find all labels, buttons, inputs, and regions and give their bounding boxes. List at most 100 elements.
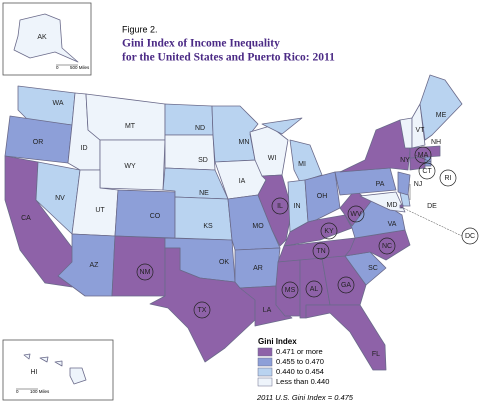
state xyxy=(39,356,49,363)
state-label: ME xyxy=(436,112,447,119)
state-label: DE xyxy=(427,203,437,210)
significance-circle xyxy=(337,276,355,294)
state-label: NE xyxy=(199,190,209,197)
state-label: TX xyxy=(198,307,207,314)
state-label: WI xyxy=(268,155,277,162)
legend-label: 0.455 to 0.470 xyxy=(276,357,324,366)
state-label: CO xyxy=(150,213,161,220)
figure-label: Figure 2. xyxy=(122,24,158,34)
state-label: CA xyxy=(21,215,31,222)
state-label: AR xyxy=(253,265,263,272)
leader-line xyxy=(400,206,463,237)
significance-circle xyxy=(136,263,154,281)
state-label: SD xyxy=(198,157,208,164)
state-label: MN xyxy=(239,139,250,146)
state xyxy=(339,119,411,173)
state xyxy=(164,103,214,136)
state-label: MO xyxy=(252,223,264,230)
state-label: NM xyxy=(140,269,151,276)
state xyxy=(397,171,411,196)
state-label: UT xyxy=(95,207,105,214)
state-label: OR xyxy=(33,139,44,146)
state-label: AL xyxy=(310,286,319,293)
state-label: IA xyxy=(239,178,246,185)
leader-line xyxy=(414,154,432,163)
significance-circle xyxy=(378,237,396,255)
state-label: CT xyxy=(422,168,432,175)
legend-label: 0.440 to 0.454 xyxy=(276,367,324,376)
state-label: DC xyxy=(465,233,475,240)
state-label: ID xyxy=(81,145,88,152)
significance-circle xyxy=(312,242,330,260)
state-label: IN xyxy=(294,203,301,210)
state-label: IL xyxy=(277,203,283,210)
state-label: FL xyxy=(372,351,380,358)
state-label: PA xyxy=(376,181,385,188)
state-label: NH xyxy=(431,139,441,146)
scale-label: 0 xyxy=(56,65,59,70)
legend-swatch xyxy=(257,357,273,367)
state-label: LA xyxy=(263,307,272,314)
scale-label: 100 Miles xyxy=(30,389,50,394)
state xyxy=(411,103,426,149)
legend-title: Gini Index xyxy=(258,337,297,346)
inset-frame xyxy=(2,339,114,401)
state-label: MT xyxy=(125,123,136,130)
legend-swatch xyxy=(257,377,273,387)
state-label: NV xyxy=(55,195,65,202)
significance-circle xyxy=(193,301,211,319)
significance-circle xyxy=(281,281,299,299)
state-label: MS xyxy=(285,287,296,294)
legend-swatch xyxy=(257,367,273,377)
state xyxy=(149,247,256,363)
state xyxy=(289,139,323,183)
state xyxy=(257,174,293,247)
state xyxy=(304,171,341,223)
legend-label: 0.471 or more xyxy=(276,347,323,356)
state-label: MA xyxy=(418,152,429,159)
state xyxy=(54,360,63,367)
state-label: MI xyxy=(298,161,306,168)
state xyxy=(261,117,303,135)
state-label: WA xyxy=(52,100,63,107)
state xyxy=(111,235,166,297)
state-label: WY xyxy=(124,163,136,170)
state xyxy=(114,189,176,239)
title: for the United States and Puerto Rico: 2… xyxy=(122,52,335,64)
state-label: SC xyxy=(368,265,378,272)
state xyxy=(69,367,87,385)
state-label: ND xyxy=(195,125,205,132)
state xyxy=(23,353,31,360)
state-label: AZ xyxy=(90,262,100,269)
state-label: RI xyxy=(445,175,452,182)
significance-circle xyxy=(271,197,289,215)
state-label: MD xyxy=(387,202,398,209)
state-label: VA xyxy=(388,221,397,228)
state-label: NJ xyxy=(414,181,423,188)
state xyxy=(85,93,166,141)
state xyxy=(321,255,367,306)
state-label: OK xyxy=(219,259,229,266)
state-label: NY xyxy=(400,157,410,164)
legend-swatch xyxy=(257,347,273,357)
state xyxy=(164,134,216,171)
state xyxy=(359,191,406,213)
state-label: NC xyxy=(382,243,392,250)
state-label: HI xyxy=(31,369,38,376)
state-label: AK xyxy=(37,34,47,41)
state xyxy=(174,196,233,241)
state-label: TN xyxy=(316,248,325,255)
state-label: GA xyxy=(341,282,351,289)
title: Gini Index of Income Inequality xyxy=(122,38,280,50)
state-label: KY xyxy=(324,228,334,235)
state xyxy=(419,74,463,141)
state-label: OH xyxy=(317,193,328,200)
state-label: KS xyxy=(203,223,213,230)
legend-label: Less than 0.440 xyxy=(276,377,329,386)
state-label: WV xyxy=(350,211,362,218)
significance-circle xyxy=(418,162,436,180)
scale-label: 0 xyxy=(16,389,19,394)
state-label: VT xyxy=(416,127,426,134)
significance-circle xyxy=(439,169,457,187)
